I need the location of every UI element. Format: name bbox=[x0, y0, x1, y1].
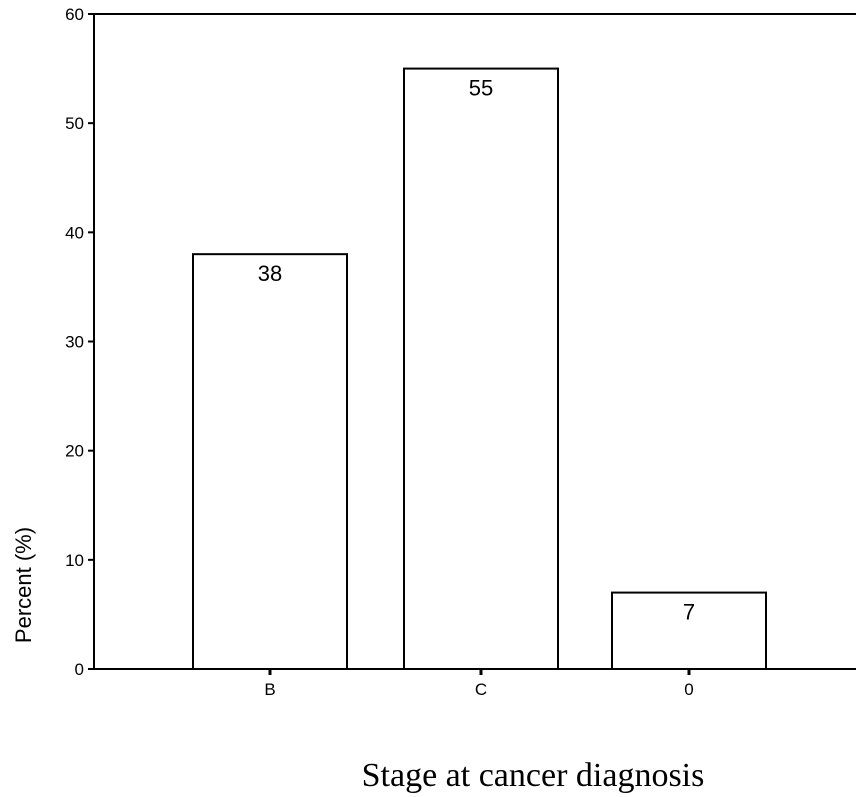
data-label-B: 38 bbox=[258, 261, 282, 286]
y-tick-label: 10 bbox=[65, 551, 84, 570]
y-tick-label: 20 bbox=[65, 442, 84, 461]
x-tick-label-0: 0 bbox=[684, 680, 693, 699]
x-axis-ticks: B C 0 bbox=[264, 669, 694, 699]
y-tick-label: 30 bbox=[65, 333, 84, 352]
data-label-0: 7 bbox=[683, 600, 695, 625]
x-tick-label-B: B bbox=[264, 680, 275, 699]
data-label-C: 55 bbox=[469, 76, 493, 101]
y-tick-label: 40 bbox=[65, 223, 84, 242]
bars: 38 55 7 bbox=[192, 67, 767, 671]
x-axis-title: Stage at cancer diagnosis bbox=[362, 757, 705, 794]
y-tick-label: 0 bbox=[75, 660, 84, 679]
y-axis-title: Percent (%) bbox=[11, 527, 36, 643]
x-tick-label-C: C bbox=[475, 680, 487, 699]
y-axis-ticks: 0 10 20 30 40 50 60 bbox=[65, 5, 94, 679]
y-tick-label: 60 bbox=[65, 5, 84, 24]
bar-B bbox=[192, 253, 348, 671]
bar-0 bbox=[611, 591, 767, 670]
bar-C bbox=[403, 67, 559, 671]
y-tick-label: 50 bbox=[65, 114, 84, 133]
